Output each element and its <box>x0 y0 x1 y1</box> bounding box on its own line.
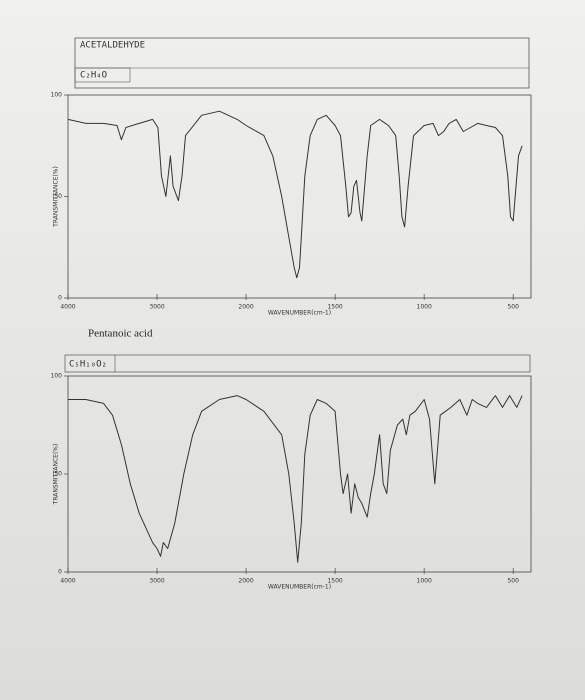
y-tick-label: 50 <box>54 471 62 478</box>
chart-title: ACETALDEHYDE <box>80 41 145 51</box>
y-tick-label: 100 <box>51 92 63 99</box>
chart-title: Pentanoic acid <box>88 328 153 340</box>
y-axis-label: TRANSMITTANCE(%) <box>53 166 60 228</box>
formula-box <box>74 67 131 83</box>
x-axis-label: WAVENUMBER(cm-1) <box>268 584 331 591</box>
x-tick-label: 1500 <box>327 578 342 585</box>
x-axis-label: WAVENUMBER(cm-1) <box>268 310 331 317</box>
y-tick-label: 0 <box>58 569 62 576</box>
x-tick-label: 2000 <box>238 304 253 311</box>
x-tick-label: 3000 <box>149 578 164 585</box>
x-tick-label: 1000 <box>417 304 432 311</box>
formula-box <box>64 354 531 373</box>
y-axis-label: TRANSMITTANCE(%) <box>53 444 60 506</box>
header-box <box>74 37 530 89</box>
x-tick-label: 4000 <box>60 304 75 311</box>
x-tick-label: 4000 <box>60 578 75 585</box>
spectrum-line <box>67 110 523 279</box>
y-tick-label: 0 <box>58 295 62 302</box>
spectrum-line <box>68 395 523 563</box>
x-tick-label: 2000 <box>238 578 253 585</box>
y-tick-label: 100 <box>51 373 63 380</box>
y-tick-label: 50 <box>54 193 62 200</box>
x-tick-label: 500 <box>507 304 519 311</box>
formula: C₂H₄O <box>80 71 107 81</box>
x-tick-label: 1000 <box>417 578 432 585</box>
formula: C₅H₁₀O₂ <box>69 360 107 370</box>
x-tick-label: 1500 <box>327 304 342 311</box>
x-tick-label: 3000 <box>149 304 164 311</box>
x-tick-label: 500 <box>507 578 519 585</box>
